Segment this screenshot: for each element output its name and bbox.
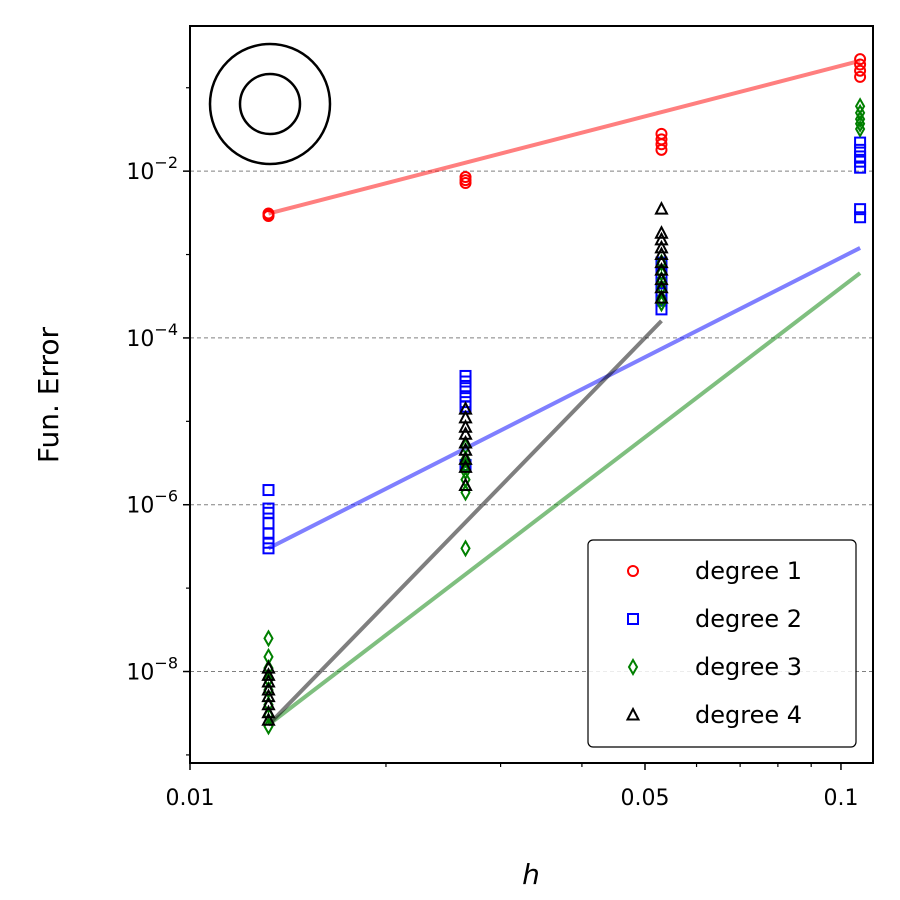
data-point	[458, 434, 473, 449]
data-point	[459, 375, 472, 388]
data-point	[854, 211, 867, 224]
data-point	[854, 103, 866, 122]
legend-label: degree 2	[695, 605, 802, 633]
x-axis-label: h	[522, 858, 540, 891]
data-point	[261, 712, 276, 726]
data-point	[263, 629, 274, 648]
legend-marker	[625, 706, 641, 721]
y-tick-label: 10−8	[126, 654, 178, 686]
data-point	[459, 177, 472, 190]
annulus-icon	[208, 42, 332, 166]
data-point	[262, 517, 275, 530]
data-point	[854, 53, 867, 66]
legend-marker	[627, 657, 639, 677]
data-point	[654, 239, 669, 254]
data-point	[854, 155, 867, 168]
data-point	[261, 667, 276, 681]
data-point	[854, 110, 866, 129]
data-point	[854, 114, 866, 133]
data-point	[262, 209, 275, 222]
data-point	[854, 119, 866, 139]
fit-line	[267, 58, 861, 216]
fit-line	[267, 319, 663, 727]
data-point	[654, 201, 669, 215]
x-tick-label: 0.1	[823, 786, 858, 811]
data-point	[261, 659, 276, 674]
data-point	[261, 704, 276, 719]
fit-line	[267, 271, 862, 727]
annulus-outer-circle	[208, 42, 332, 166]
data-point	[262, 484, 275, 497]
legend-marker	[627, 613, 639, 625]
data-point	[654, 225, 669, 239]
data-point	[854, 64, 867, 77]
fit-line	[267, 246, 861, 551]
data-point	[460, 539, 471, 558]
y-tick-label: 10−2	[126, 153, 178, 185]
y-tick-label: 10−6	[126, 487, 178, 519]
data-point	[654, 289, 669, 304]
x-tick-label: 0.01	[166, 786, 215, 811]
data-point	[654, 254, 669, 269]
data-point	[261, 696, 276, 711]
y-axis-label: Fun. Error	[32, 326, 65, 463]
y-tick-label: 10−4	[126, 320, 178, 352]
legend-label: degree 3	[695, 653, 802, 681]
x-tick-label: 0.05	[621, 786, 670, 811]
data-point	[654, 231, 669, 246]
data-point	[458, 459, 473, 473]
x-axis-ticks: 0.01 0.05 0.1	[166, 763, 858, 811]
data-point	[854, 143, 867, 156]
data-point	[458, 477, 473, 492]
data-point	[854, 58, 867, 71]
data-point	[654, 271, 669, 286]
data-point	[655, 143, 668, 156]
data-point	[656, 294, 667, 313]
annulus-inner-circle	[238, 72, 302, 136]
data-point	[654, 246, 669, 261]
data-point	[854, 70, 867, 83]
data-point	[261, 688, 276, 703]
data-point	[261, 681, 276, 696]
data-point	[458, 419, 473, 433]
fit-lines	[267, 58, 862, 727]
legend-label: degree 1	[695, 557, 802, 585]
y-axis-ticks: 10−8 10−6 10−4 10−2	[126, 87, 190, 756]
data-point	[459, 382, 472, 395]
data-points	[261, 53, 867, 736]
legend: degree 1 degree 2 degree 3 degree 4	[587, 539, 857, 748]
legend-box	[587, 539, 857, 748]
plot-frame	[189, 25, 874, 764]
legend-label: degree 4	[695, 701, 802, 729]
legend-marker	[627, 565, 639, 577]
data-point	[261, 673, 276, 688]
data-point	[854, 203, 867, 216]
data-point	[854, 136, 867, 149]
data-point	[458, 451, 473, 465]
data-point	[854, 161, 867, 174]
data-point	[655, 138, 668, 151]
data-point	[262, 542, 275, 555]
